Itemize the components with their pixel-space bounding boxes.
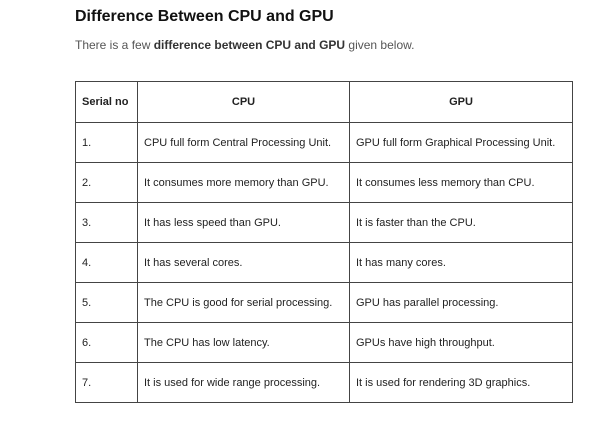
page-title: Difference Between CPU and GPU <box>75 8 334 25</box>
intro-bold: difference between CPU and GPU <box>153 38 346 52</box>
table-row: 7. It is used for wide range processing.… <box>75 362 573 403</box>
intro-prefix: There is a few <box>75 38 154 52</box>
table-row: 4. It has several cores. It has many cor… <box>75 242 573 283</box>
gpu-cell: GPU has parallel processing. <box>349 282 573 323</box>
gpu-cell: GPUs have high throughput. <box>349 322 573 363</box>
intro-suffix: given below. <box>345 38 415 52</box>
serial-cell: 5. <box>75 282 138 323</box>
gpu-cell: It is used for rendering 3D graphics. <box>349 362 573 403</box>
serial-cell: 4. <box>75 242 138 283</box>
gpu-cell: It consumes less memory than CPU. <box>349 162 573 203</box>
cpu-cell: It consumes more memory than GPU. <box>137 162 350 203</box>
serial-cell: 2. <box>75 162 138 203</box>
cpu-cell: It has several cores. <box>137 242 350 283</box>
table-row: 1. CPU full form Central Processing Unit… <box>75 122 573 163</box>
header-gpu: GPU <box>349 81 573 123</box>
header-cpu: CPU <box>137 81 350 123</box>
gpu-cell: It is faster than the CPU. <box>349 202 573 243</box>
serial-cell: 1. <box>75 122 138 163</box>
cpu-cell: CPU full form Central Processing Unit. <box>137 122 350 163</box>
cpu-cell: The CPU is good for serial processing. <box>137 282 350 323</box>
table-row: 5. The CPU is good for serial processing… <box>75 282 573 323</box>
cpu-cell: It is used for wide range processing. <box>137 362 350 403</box>
serial-cell: 3. <box>75 202 138 243</box>
gpu-cell: It has many cores. <box>349 242 573 283</box>
gpu-cell: GPU full form Graphical Processing Unit. <box>349 122 573 163</box>
table-row: 2. It consumes more memory than GPU. It … <box>75 162 573 203</box>
comparison-table: Serial no CPU GPU 1. CPU full form Centr… <box>75 81 573 403</box>
intro-text: There is a few difference between CPU an… <box>75 38 414 52</box>
table-header-row: Serial no CPU GPU <box>75 81 573 123</box>
header-serial-no: Serial no <box>75 81 138 123</box>
cpu-cell: The CPU has low latency. <box>137 322 350 363</box>
serial-cell: 6. <box>75 322 138 363</box>
table-row: 6. The CPU has low latency. GPUs have hi… <box>75 322 573 363</box>
table-row: 3. It has less speed than GPU. It is fas… <box>75 202 573 243</box>
cpu-cell: It has less speed than GPU. <box>137 202 350 243</box>
serial-cell: 7. <box>75 362 138 403</box>
